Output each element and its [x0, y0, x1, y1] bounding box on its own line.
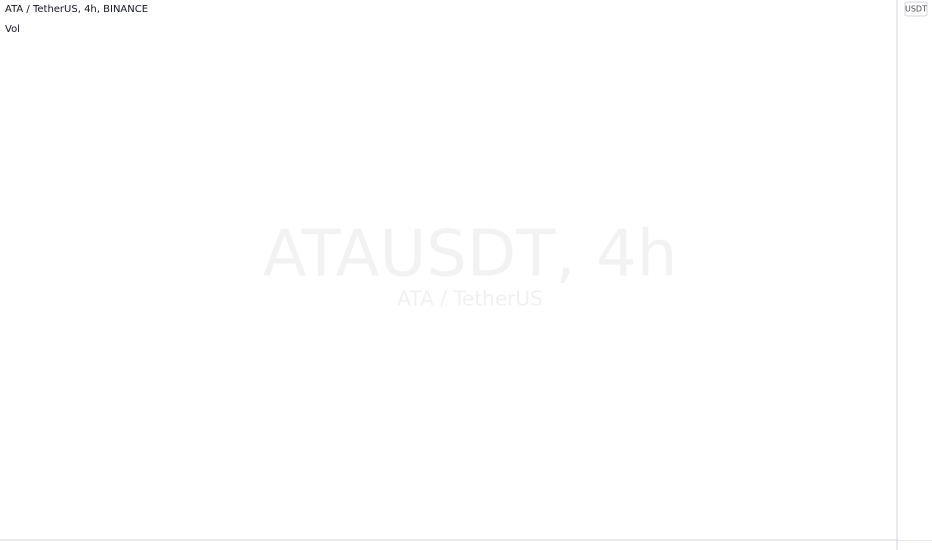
price-axis: [898, 0, 932, 540]
axis-unit: USDT: [905, 5, 927, 14]
symbol-title: ATA / TetherUS, 4h, BINANCE: [5, 4, 148, 15]
watermark-sub: ATA / TetherUS: [397, 287, 542, 311]
unit-box: [904, 1, 928, 17]
watermark: ATAUSDT, 4h: [263, 218, 678, 292]
volume-title: Vol: [5, 24, 20, 35]
